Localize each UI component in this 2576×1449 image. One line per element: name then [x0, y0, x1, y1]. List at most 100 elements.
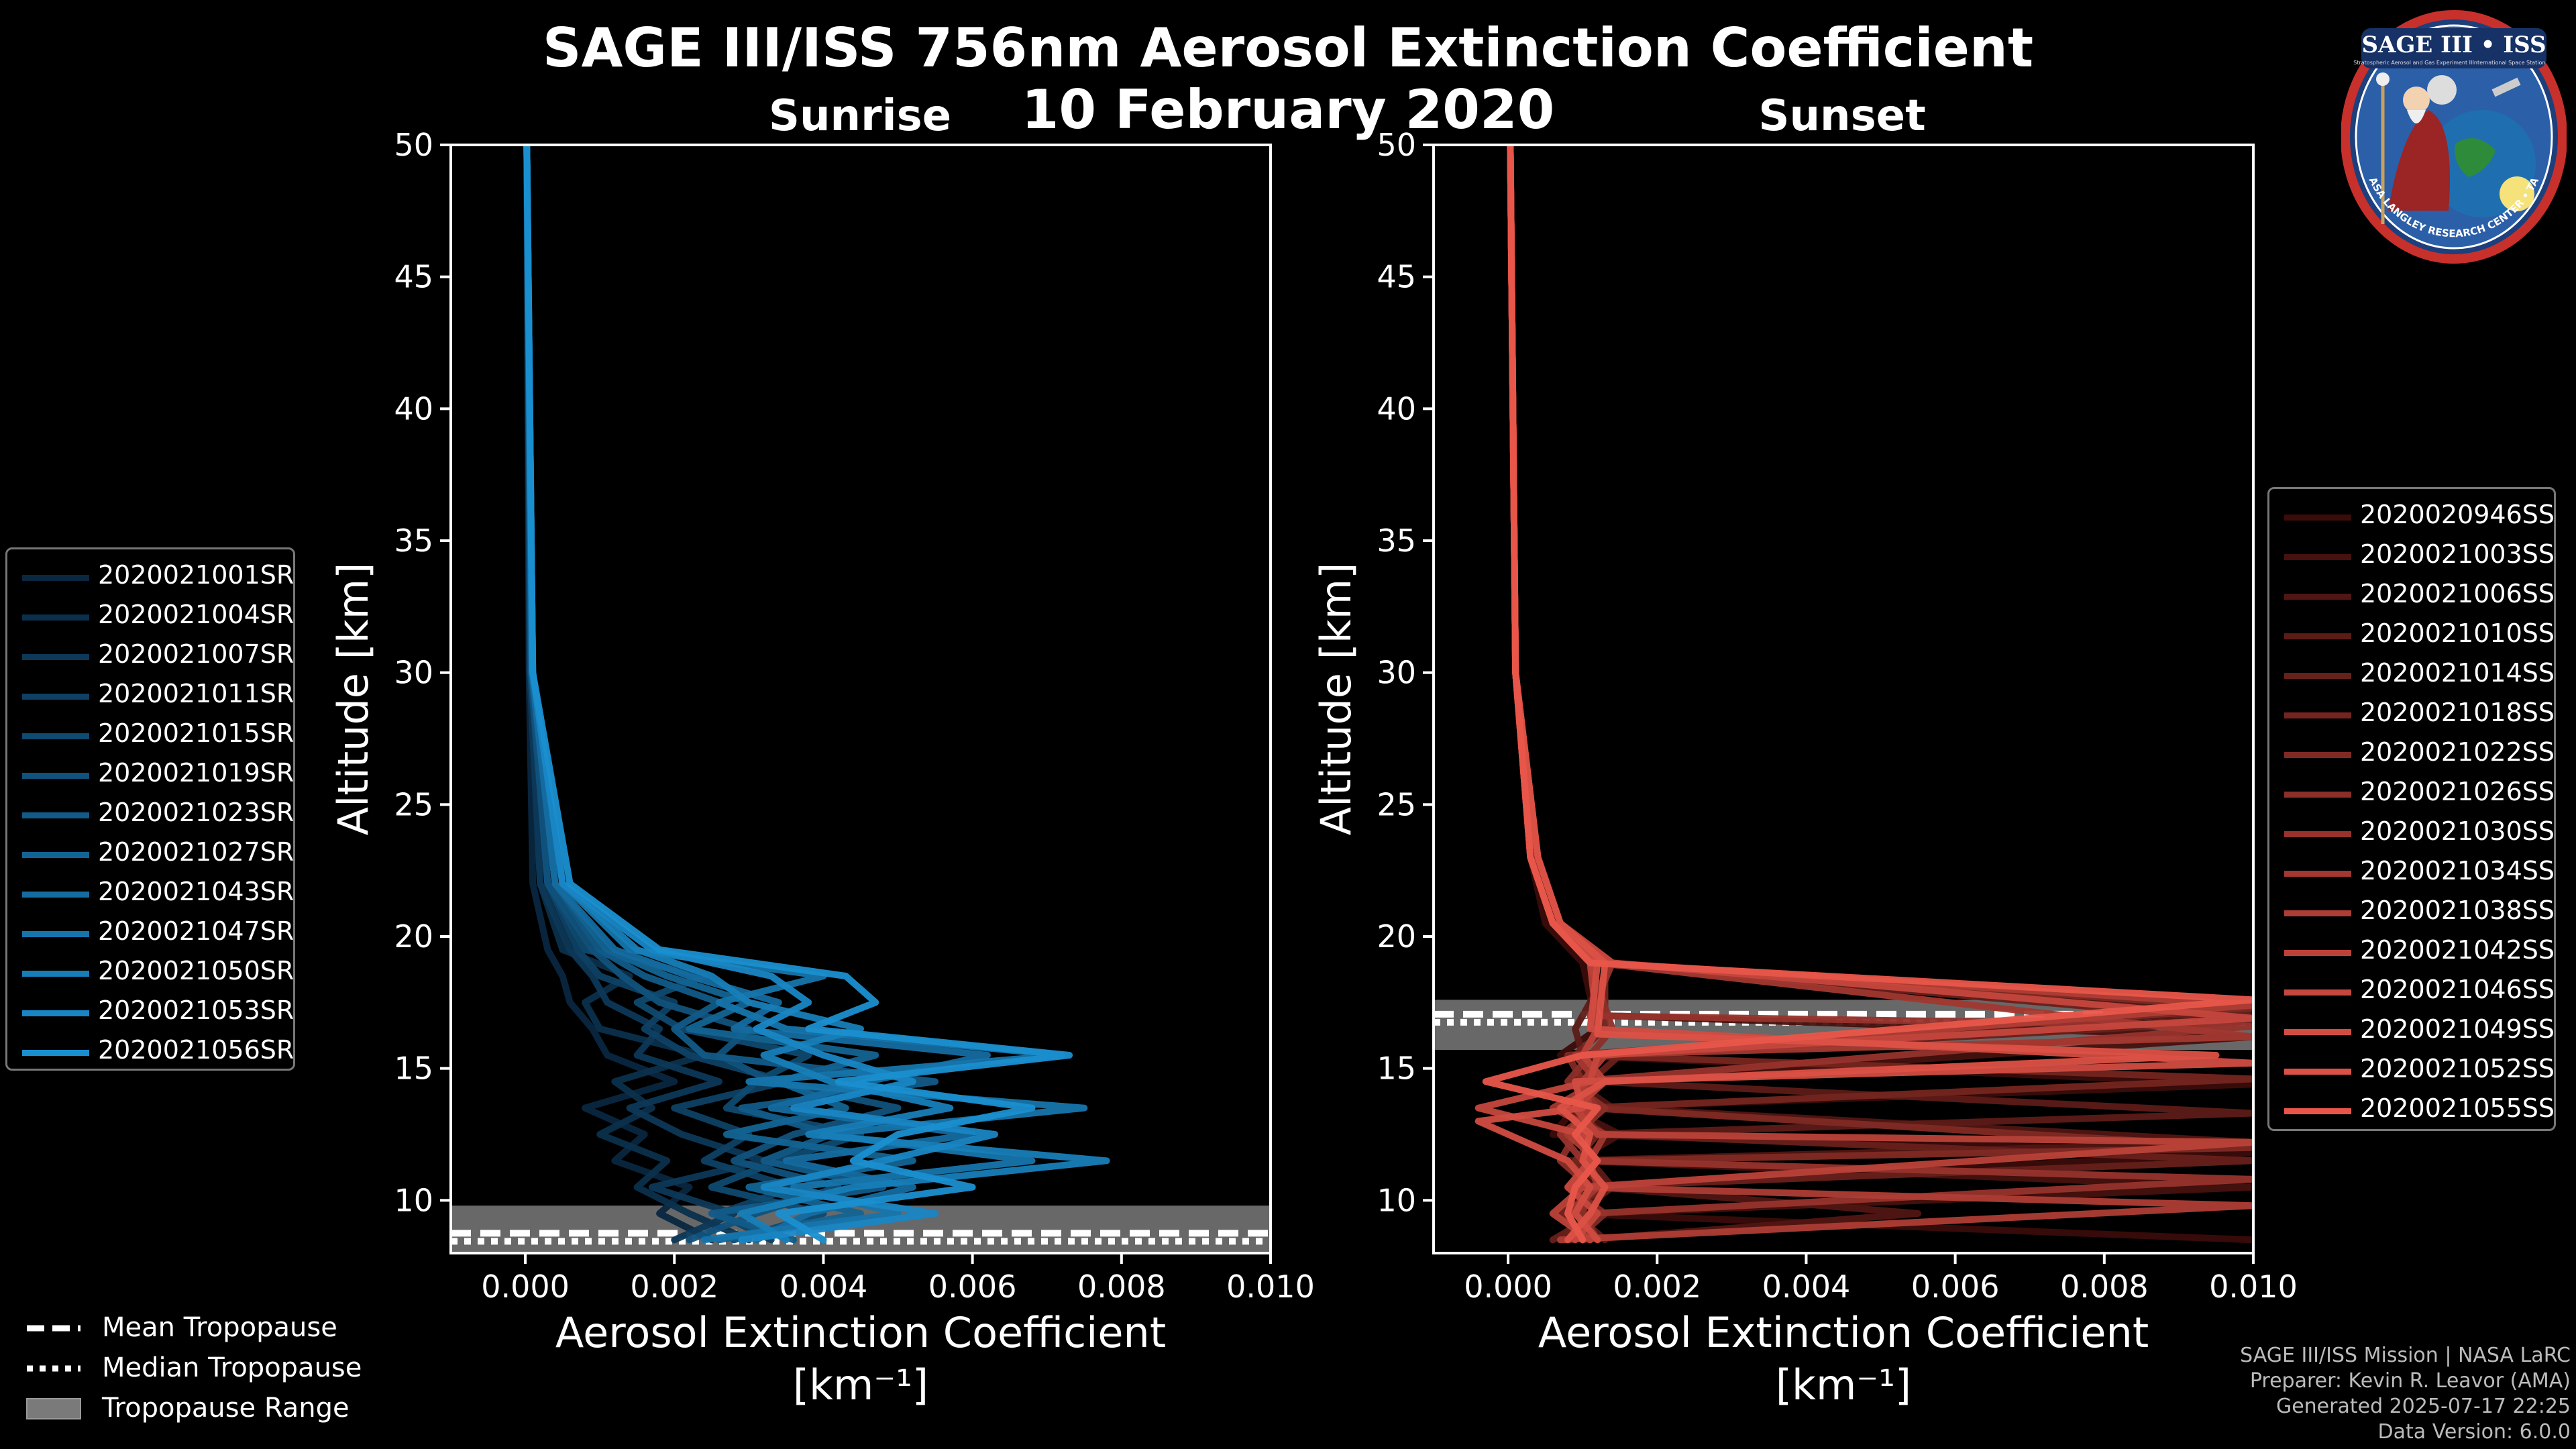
sunset-legend-item: 2020021055SS [2269, 1091, 2555, 1130]
sunrise-legend-item: 2020021047SR [7, 914, 294, 953]
sunset-legend-item: 2020021010SS [2269, 616, 2555, 655]
sunrise-x-tick-label: 0.008 [1077, 1269, 1166, 1305]
sunrise-x-axis-label: Aerosol Extinction Coefficient [555, 1308, 1166, 1357]
sunset-legend-item: 2020021022SS [2269, 735, 2555, 773]
sunrise-legend-item: 2020021053SR [7, 993, 294, 1032]
sunset-legend-swatch [2284, 1029, 2351, 1035]
sunrise-series-line-2020021001SR [523, 145, 715, 1244]
sunrise-legend-label: 2020021007SR [98, 639, 294, 669]
sunset-legend-label: 2020021046SS [2360, 975, 2555, 1004]
sunrise-series-line-2020021056SR [523, 145, 1073, 1244]
sunset-axes-frame [1432, 144, 2255, 1254]
sunset-y-tick-label: 25 [1377, 786, 1416, 822]
sunset-legend-swatch [2284, 831, 2351, 837]
sunset-legend-swatch [2284, 554, 2351, 560]
sunset-legend-label: 2020021052SS [2360, 1054, 2555, 1083]
sunrise-legend-swatch [22, 733, 89, 739]
sunset-legend-label: 2020021026SS [2360, 777, 2555, 806]
sunrise-legend-label: 2020021019SR [98, 758, 294, 788]
sunrise-panel-title: Sunrise [768, 91, 952, 141]
sunrise-legend-label: 2020021043SR [98, 877, 294, 906]
sunset-legend-swatch [2284, 594, 2351, 600]
sunset-x-tick-label: 0.010 [2209, 1269, 2298, 1305]
sunset-legend-item: 2020021049SS [2269, 1012, 2555, 1051]
sunset-x-tick-label: 0.008 [2060, 1269, 2149, 1305]
sunset-series-line-2020021052SS [1507, 145, 2220, 1244]
sunset-legend-swatch [2284, 515, 2351, 521]
median-tropopause-label: Median Tropopause [102, 1352, 362, 1383]
sunrise-legend-item: 2020021019SR [7, 755, 294, 794]
sunset-x-tick-label: 0.004 [1762, 1269, 1851, 1305]
sunrise-y-tick-label: 35 [394, 523, 433, 559]
sun-icon [2500, 176, 2534, 211]
sunrise-legend-item: 2020021027SR [7, 835, 294, 873]
logo-station: International Space Station [2473, 60, 2546, 66]
sunset-legend-label: 2020021034SS [2360, 856, 2555, 885]
sunset-legend-swatch [2284, 792, 2351, 798]
sunset-series-line-2020021055SS [1482, 145, 2253, 1244]
sunrise-legend-swatch [22, 931, 89, 937]
sunset-y-tick-label: 50 [1377, 127, 1416, 163]
sunrise-legend-swatch [22, 654, 89, 660]
sunrise-y-tick-label: 25 [394, 786, 433, 822]
chart-date: 10 February 2020 [1021, 78, 1555, 141]
sunrise-legend-label: 2020021053SR [98, 996, 294, 1025]
dotted-line-swatch [27, 1365, 80, 1372]
tropopause-range-label: Tropopause Range [102, 1393, 350, 1424]
sunrise-y-tick-label: 15 [394, 1051, 433, 1087]
sunset-legend-swatch [2284, 712, 2351, 718]
sunset-legend-item: 2020021014SS [2269, 655, 2555, 694]
credits-version: Data Version: 6.0.0 [2377, 1420, 2571, 1444]
sunrise-x-tick-label: 0.000 [481, 1269, 570, 1305]
sunset-legend-label: 2020021022SS [2360, 737, 2555, 767]
sunrise-y-tick-label: 40 [394, 390, 433, 427]
sunset-y-tick-label: 15 [1377, 1051, 1416, 1087]
sunrise-legend-label: 2020021004SR [98, 600, 294, 629]
sunrise-legend-label: 2020021050SR [98, 956, 294, 985]
space-station-icon [2491, 77, 2521, 97]
sunrise-legend-label: 2020021011SR [98, 679, 294, 708]
sunset-x-tick-label: 0.002 [1613, 1269, 1701, 1305]
sunrise-legend-label: 2020021027SR [98, 837, 294, 867]
sunset-legend-item: 2020021052SS [2269, 1051, 2555, 1090]
sunrise-legend-swatch [22, 575, 89, 581]
sunrise-legend-label: 2020021047SR [98, 916, 294, 946]
sunset-legend-label: 2020021049SS [2360, 1014, 2555, 1044]
sunrise-legend-item: 2020021050SR [7, 953, 294, 992]
sunset-legend-item: 2020021006SS [2269, 576, 2555, 615]
sunset-legend-item: 2020021030SS [2269, 814, 2555, 853]
sunrise-series-line-2020021053SR [523, 145, 998, 1244]
sunrise-legend-item: 2020021004SR [7, 597, 294, 636]
sunrise-legend-item: 2020021015SR [7, 716, 294, 755]
sunrise-legend-item: 2020021023SR [7, 795, 294, 834]
sunset-legend-swatch [2284, 871, 2351, 877]
sunset-legend-label: 2020021042SS [2360, 935, 2555, 965]
sunset-legend-label: 2020021030SS [2360, 816, 2555, 846]
sunrise-x-tick-label: 0.006 [928, 1269, 1017, 1305]
sunrise-legend-swatch [22, 852, 89, 858]
moon-icon [2427, 75, 2457, 105]
sunset-legend-swatch [2284, 989, 2351, 996]
sunrise-y-tick-label: 50 [394, 127, 433, 163]
sunset-legend-label: 2020020946SS [2360, 500, 2555, 529]
sunrise-legend-item: 2020021001SR [7, 557, 294, 596]
logo-subtitle: Stratospheric Aerosol and Gas Experiment… [2353, 60, 2473, 66]
sunset-legend-swatch [2284, 1108, 2351, 1114]
logo-banner [2361, 28, 2546, 68]
sunset-legend-item: 2020021026SS [2269, 774, 2555, 813]
sunrise-legend-swatch [22, 892, 89, 898]
sunrise-legend-item: 2020021043SR [7, 874, 294, 913]
sunrise-x-axis-unit: [km⁻¹] [793, 1360, 928, 1409]
sunrise-plot: 0.000 0.002 0.004 0.006 0.008 0.010 10 15 20 25 30… [329, 127, 1315, 1409]
sunset-legend-swatch [2284, 633, 2351, 639]
sunset-legend-label: 2020021018SS [2360, 698, 2555, 727]
range-band-swatch [26, 1398, 81, 1419]
sunset-legend-swatch [2284, 752, 2351, 758]
mean-tropopause-label: Mean Tropopause [102, 1312, 337, 1343]
sunrise-axes-frame [449, 144, 1272, 1254]
sunset-legend-label: 2020021014SS [2360, 658, 2555, 688]
sunrise-legend: 2020021001SR 2020021004SR 2020021007SR 2020… [5, 547, 295, 1071]
sunrise-legend-label: 2020021015SR [98, 718, 294, 748]
sunset-y-axis-label: Altitude [km] [1311, 563, 1360, 836]
